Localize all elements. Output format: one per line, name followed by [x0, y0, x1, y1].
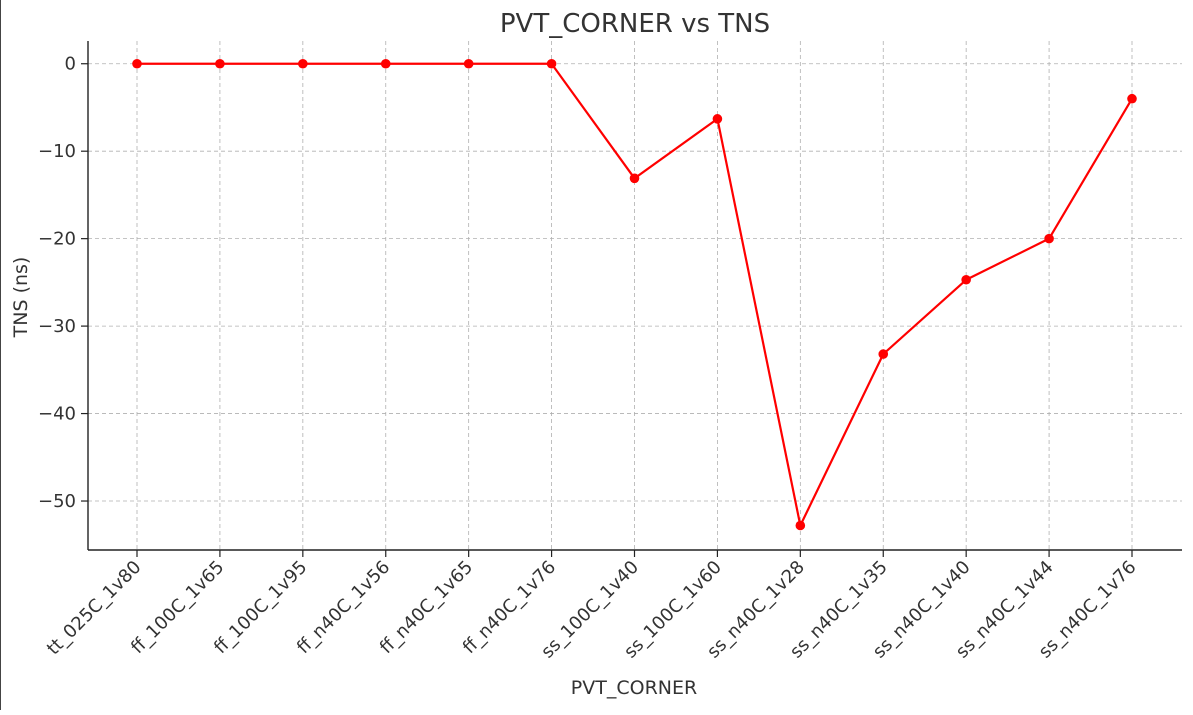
y-axis-label: TNS (ns)	[10, 257, 32, 339]
data-point	[298, 58, 308, 69]
data-point	[546, 58, 557, 69]
data-point	[712, 114, 723, 124]
data-point	[629, 173, 640, 184]
x-axis-label: PVT_CORNER	[571, 677, 697, 699]
data-point	[463, 58, 474, 69]
data-point	[961, 274, 971, 285]
data-point	[1044, 233, 1054, 244]
data-point	[132, 58, 142, 69]
y-tick-label: −50	[38, 491, 76, 512]
y-tick-label: −10	[38, 141, 76, 162]
series-tns	[132, 58, 1137, 531]
y-tick-label: −20	[38, 229, 76, 250]
grid	[88, 41, 1182, 550]
axes	[87, 41, 1182, 551]
y-axis-ticks: 0 −10 −20 −30 −40 −50	[38, 54, 88, 512]
x-axis-ticks: tt_025C_1v80ff_100C_1v65ff_100C_1v95ff_n…	[43, 550, 1141, 663]
y-tick-label: −40	[38, 404, 76, 425]
chart-title: PVT_CORNER vs TNS	[500, 9, 770, 39]
data-point	[795, 520, 806, 531]
data-point	[380, 58, 391, 69]
data-point	[215, 58, 225, 69]
y-tick-label: −30	[38, 316, 76, 337]
window-left-edge	[0, 0, 1, 710]
data-point	[1127, 93, 1137, 104]
data-point	[878, 349, 889, 359]
y-tick-label: 0	[65, 54, 76, 75]
